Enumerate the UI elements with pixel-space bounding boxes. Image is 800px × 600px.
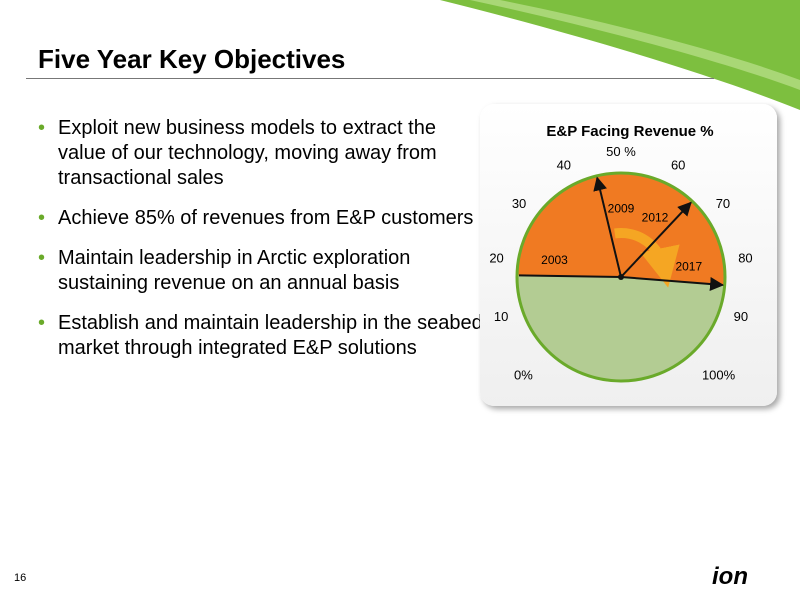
- bullet-marker: •: [38, 247, 46, 269]
- chart-title: E&P Facing Revenue %: [546, 123, 713, 140]
- gauge-scale-label: 40: [557, 158, 571, 173]
- gauge-scale-label: 70: [716, 196, 730, 211]
- bullet-text: Achieve 85% of revenues from E&P custome…: [58, 207, 474, 229]
- bullet-text: Establish and maintain leadership in the…: [58, 312, 483, 359]
- pointer-needle-2017: [620, 276, 725, 291]
- bullet-item: • Achieve 85% of revenues from E&P custom…: [34, 206, 484, 231]
- gauge-scale-label: 80: [738, 250, 752, 265]
- ion-logo: ion: [712, 564, 748, 588]
- bullet-text: Maintain leadership in Arctic exploratio…: [58, 247, 411, 294]
- gauge-body: 0% 10 20 30 40 50 % 60 70 80 90 100% 2003 2009 2012 20…: [489, 144, 752, 383]
- pointer-needle-2003: [518, 274, 622, 278]
- slide-title: Five Year Key Objectives: [38, 44, 346, 74]
- gauge-scale-label: 90: [734, 309, 748, 324]
- bullet-text: Exploit new business models to extract t…: [58, 117, 437, 189]
- bullet-marker: •: [38, 117, 46, 139]
- gauge-rim: [515, 171, 727, 383]
- svg-text:ion: ion: [712, 564, 748, 588]
- decorative-swoosh: [440, 0, 800, 110]
- pointer-year-label: 2003: [541, 253, 568, 267]
- gauge-scale-label: 0%: [514, 368, 533, 383]
- pointer-year-label: 2012: [642, 210, 669, 224]
- gauge-scale-label: 50 %: [606, 144, 636, 159]
- pointer-year-label: 2017: [675, 259, 702, 273]
- bullet-item: • Establish and maintain leadership in th…: [34, 311, 484, 361]
- gauge-scale-label: 60: [671, 158, 685, 173]
- pointer-needle-2012: [620, 201, 692, 278]
- bullet-list: • Exploit new business models to extract …: [34, 116, 484, 376]
- gauge-scale-label: 10: [494, 309, 508, 324]
- gauge-scale-label: 20: [489, 250, 503, 265]
- gauge-scale-label: 100%: [702, 368, 736, 383]
- pointer-year-label: 2009: [608, 201, 635, 215]
- bullet-item: • Exploit new business models to extract …: [34, 116, 484, 191]
- pointer-needle-2009: [593, 176, 622, 278]
- page-number: 16: [14, 572, 27, 584]
- gauge-remaining-sector: [517, 275, 725, 381]
- bullet-marker: •: [38, 312, 46, 334]
- revenue-gauge-chart: E&P Facing Revenue % 0% 10 20 30 40 50 % 60 70 8…: [489, 123, 752, 383]
- title-divider: [26, 78, 714, 79]
- gauge-hub: [618, 274, 624, 280]
- bullet-item: • Maintain leadership in Arctic explorati…: [34, 246, 484, 296]
- gauge-scale-label: 30: [512, 196, 526, 211]
- progress-curved-arrow: [614, 228, 680, 288]
- bullet-marker: •: [38, 207, 46, 229]
